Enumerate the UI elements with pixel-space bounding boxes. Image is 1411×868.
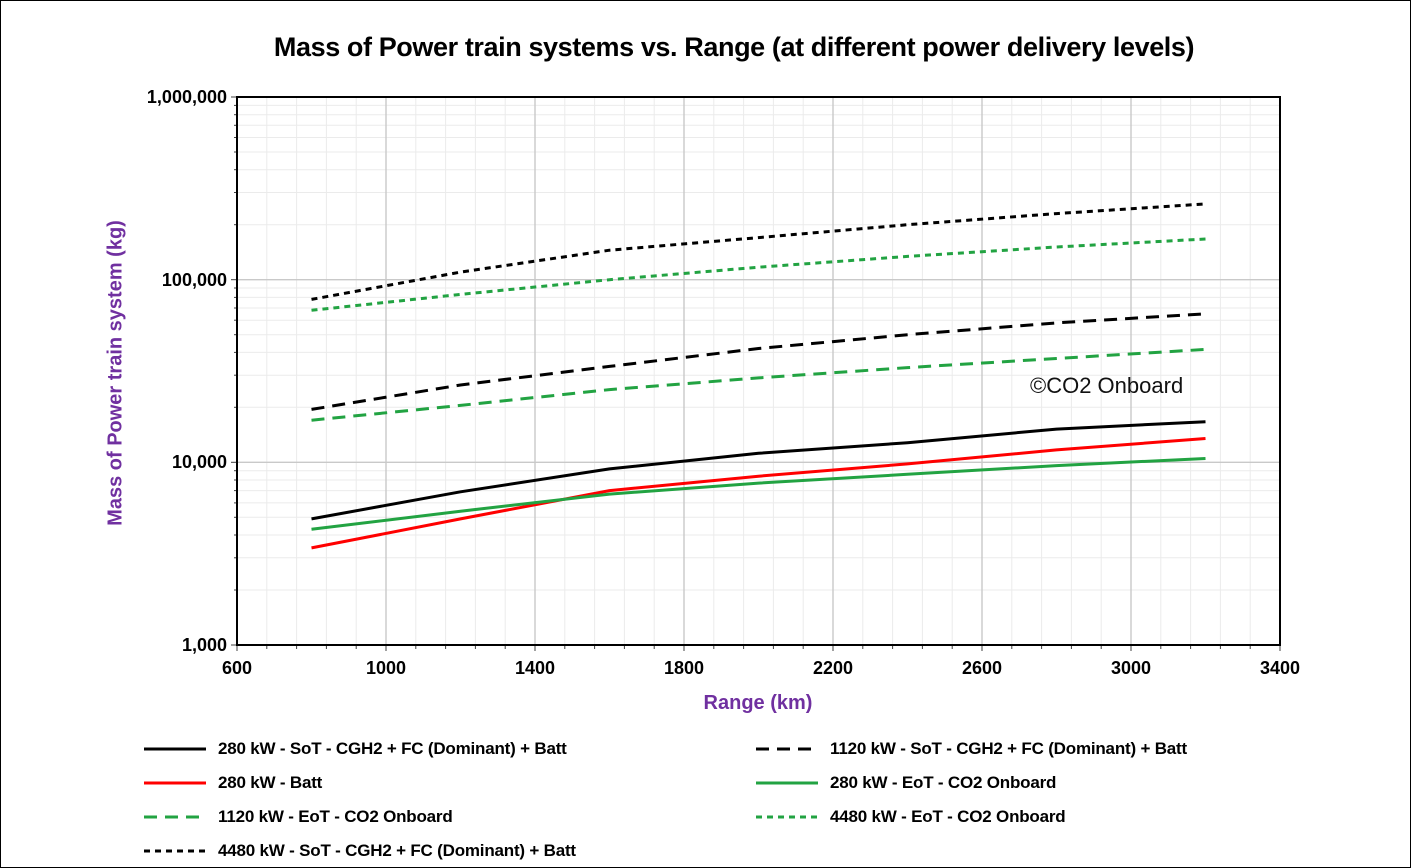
y-axis-title: Mass of Power train system (kg) bbox=[104, 220, 127, 526]
legend-line-swatch bbox=[756, 815, 818, 819]
legend-label: 1120 kW - SoT - CGH2 + FC (Dominant) + B… bbox=[830, 739, 1187, 758]
legend-line-swatch bbox=[144, 815, 206, 819]
legend-label: 4480 kW - EoT - CO2 Onboard bbox=[830, 807, 1066, 826]
legend-line-swatch bbox=[144, 747, 206, 751]
x-tick-label: 2600 bbox=[961, 658, 1003, 678]
plot-canvas bbox=[231, 96, 1281, 651]
legend-item: 1120 kW - EoT - CO2 Onboard bbox=[144, 807, 756, 827]
x-tick-label: 600 bbox=[221, 658, 253, 678]
legend-line-swatch bbox=[144, 781, 206, 785]
x-tick-label: 3000 bbox=[1110, 658, 1152, 678]
y-tick-label: 100,000 bbox=[161, 269, 227, 290]
y-tick-label: 10,000 bbox=[171, 452, 227, 473]
x-tick-label: 1000 bbox=[365, 658, 407, 678]
x-tick-label: 1400 bbox=[514, 658, 556, 678]
legend-line-swatch bbox=[756, 781, 818, 785]
x-tick-label: 3400 bbox=[1259, 658, 1301, 678]
legend-label: 280 kW - Batt bbox=[218, 773, 323, 792]
chart-title: Mass of Power train systems vs. Range (a… bbox=[273, 32, 1195, 62]
legend-item: 4480 kW - SoT - CGH2 + FC (Dominant) + B… bbox=[144, 841, 756, 861]
legend-line-swatch bbox=[144, 849, 206, 853]
legend-item: 4480 kW - EoT - CO2 Onboard bbox=[756, 807, 1324, 827]
legend-item: 280 kW - Batt bbox=[144, 773, 756, 793]
legend-label: 280 kW - EoT - CO2 Onboard bbox=[830, 773, 1057, 792]
plot-area: ©CO2 Onboard bbox=[231, 96, 1281, 651]
y-tick-label: 1,000,000 bbox=[146, 87, 227, 107]
x-axis-title: Range (km) bbox=[703, 692, 813, 714]
y-tick-label: 1,000 bbox=[181, 635, 227, 655]
legend-item: 280 kW - EoT - CO2 Onboard bbox=[756, 773, 1324, 793]
legend-item: 280 kW - SoT - CGH2 + FC (Dominant) + Ba… bbox=[144, 739, 756, 759]
watermark-text: ©CO2 Onboard bbox=[1030, 373, 1184, 398]
x-tick-label: 2200 bbox=[812, 658, 854, 678]
legend: 280 kW - SoT - CGH2 + FC (Dominant) + Ba… bbox=[144, 732, 1324, 867]
legend-label: 280 kW - SoT - CGH2 + FC (Dominant) + Ba… bbox=[218, 739, 567, 758]
legend-label: 1120 kW - EoT - CO2 Onboard bbox=[218, 807, 453, 826]
x-tick-label: 1800 bbox=[663, 658, 705, 678]
legend-label: 4480 kW - SoT - CGH2 + FC (Dominant) + B… bbox=[218, 841, 576, 860]
legend-line-swatch bbox=[756, 747, 818, 751]
legend-item: 1120 kW - SoT - CGH2 + FC (Dominant) + B… bbox=[756, 739, 1324, 759]
